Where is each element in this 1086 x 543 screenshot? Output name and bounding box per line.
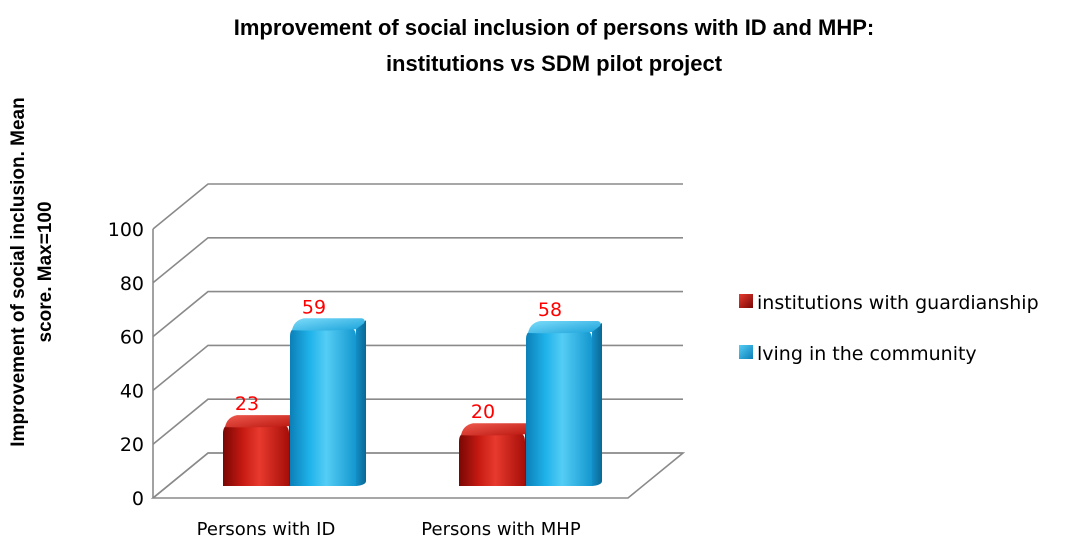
legend-swatch-institutions: [739, 294, 753, 308]
bar-mhp-institutions-top: [461, 423, 534, 436]
y-tick-label-20: 20: [120, 434, 144, 456]
gridline-60: [152, 290, 683, 338]
bar-mhp-institutions-front: [459, 432, 525, 486]
gridline-80: [152, 237, 683, 284]
bar-mhp-community: [526, 320, 602, 486]
bar-id-institutions: [223, 415, 299, 486]
y-tick-label-40: 40: [120, 380, 144, 402]
y-axis-label-line-1: Improvement of social inclusion. Mean: [8, 97, 29, 446]
data-label-id-institutions: 23: [235, 393, 259, 415]
legend-label-community: lving in the community: [757, 343, 977, 365]
chart-title-line-2: institutions vs SDM pilot project: [386, 51, 723, 76]
bar-mhp-community-front: [526, 329, 592, 486]
y-tick-label-60: 60: [120, 327, 144, 349]
legend-swatch-community: [739, 345, 753, 359]
y-axis-label-line-2: score. Max=100: [35, 201, 56, 342]
legend-item-institutions: institutions with guardianship: [739, 292, 1039, 314]
data-label-id-community: 59: [302, 296, 326, 318]
y-tick-label-80: 80: [120, 273, 144, 295]
bar-mhp-community-side: [592, 322, 602, 486]
bar-mhp-institutions: [459, 423, 535, 486]
legend-item-community: lving in the community: [739, 343, 977, 365]
y-tick-labels: 0 20 40 60 80 100: [108, 219, 144, 510]
bar-id-institutions-top: [225, 415, 298, 428]
data-labels: 23 59 20 58: [235, 296, 562, 423]
bars: [223, 318, 602, 486]
gridline-100: [152, 183, 683, 230]
bar-mhp-community-top: [528, 320, 601, 334]
bar-id-community: [290, 318, 366, 486]
y-tick-label-0: 0: [132, 488, 144, 510]
bar-id-community-front: [290, 327, 356, 486]
floor: [150, 452, 686, 499]
legend: institutions with guardianship lving in …: [739, 292, 1039, 365]
gridline-20: [152, 398, 683, 445]
axes: [150, 229, 686, 499]
chart-title-line-1: Improvement of social inclusion of perso…: [234, 15, 875, 40]
legend-label-institutions: institutions with guardianship: [757, 292, 1039, 314]
gridline-40: [152, 344, 683, 392]
data-label-mhp-community: 58: [538, 299, 562, 321]
y-tick-label-100: 100: [108, 219, 144, 241]
bar-id-community-side: [356, 320, 366, 486]
data-label-mhp-institutions: 20: [471, 401, 495, 423]
category-labels: Persons with ID Persons with MHP: [197, 519, 581, 540]
category-label-mhp: Persons with MHP: [421, 519, 581, 540]
bar-id-institutions-front: [223, 424, 289, 486]
bar-id-community-top: [292, 318, 365, 331]
category-label-id: Persons with ID: [197, 519, 336, 540]
